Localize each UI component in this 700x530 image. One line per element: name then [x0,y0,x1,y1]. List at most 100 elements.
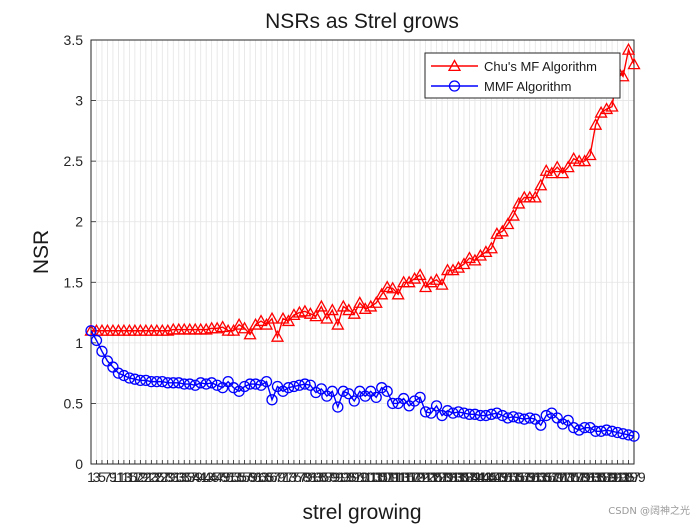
x-tick-label: 125 [419,469,443,485]
x-tick-label: 121 [408,469,432,485]
plot-frame [90,39,635,465]
data-point [578,422,591,434]
data-point [495,224,509,237]
data-point [232,317,246,330]
data-point [524,412,536,424]
data-point [628,430,640,442]
data-point [573,424,585,436]
data-point [381,385,393,397]
data-point [123,372,136,384]
data-point [408,271,422,284]
data-point [429,273,444,285]
x-tick-label: 173 [551,469,575,485]
legend-marker [448,80,461,92]
x-axis-label: strel growing [302,501,421,524]
x-tick-label: 175 [557,469,581,485]
data-point [309,309,323,322]
data-point [540,409,552,422]
x-tick-label: 27 [155,469,171,485]
series-1 [84,42,641,342]
data-point [96,345,108,357]
x-tick-label: 13 [116,469,132,485]
data-point [347,306,361,319]
watermark: CSDN @阔神之光 [608,506,690,517]
data-point [145,375,157,388]
data-point [425,407,437,419]
x-tick-label: 141 [463,469,487,485]
x-tick-label: 127 [425,469,449,485]
data-point [473,248,488,261]
data-point [419,406,432,418]
y-axis-label: NSR [30,230,53,274]
data-point [277,385,289,397]
data-point [462,251,477,264]
x-tick-label: 149 [485,469,509,485]
data-point [568,422,580,434]
data-point [594,105,608,118]
data-point [458,407,470,419]
data-point [287,308,301,321]
data-point [282,382,295,394]
data-point [184,378,196,390]
x-tick-label: 135 [447,469,471,485]
data-point [561,160,575,173]
data-point [216,320,230,333]
y-tick-label: 1.5 [64,274,84,290]
legend-entry: Chu's MF Algorithm [431,59,597,74]
data-point [85,325,97,337]
x-tick-label: 93 [336,469,352,485]
x-tick-label: 21 [138,469,154,485]
legend-entry: MMF Algorithm [431,79,571,94]
legend-entries: Chu's MF Algorithm MMF Algorithm [431,59,597,94]
x-tick-label: 147 [480,469,504,485]
x-tick-label: 81 [303,469,319,485]
data-point [375,287,389,300]
x-tick-label: 5 [98,469,106,485]
data-point [589,117,603,130]
data-point [562,414,574,427]
x-tick-label: 1 [87,469,95,485]
x-tick-label: 71 [275,469,291,485]
data-point [606,425,618,437]
x-tick-label: 41 [193,469,209,485]
data-point [545,166,559,179]
x-tick-label: 99 [352,469,368,485]
x-tick-label: 89 [325,469,341,485]
data-point [259,317,274,330]
x-tick-label: 133 [441,469,465,485]
x-tick-label: 57 [237,469,253,485]
x-tick-label: 187 [589,469,613,485]
data-point [237,321,252,334]
data-point [200,378,212,390]
data-point [589,425,602,437]
x-tick-label: 123 [414,469,438,485]
x-tick-label: 171 [546,469,570,485]
data-point [343,388,355,400]
y-tick-label: 3 [75,93,83,109]
x-tick-label: 11 [111,469,126,485]
data-point [605,99,619,112]
data-point [402,275,416,288]
data-point [369,296,383,308]
data-point [281,314,296,327]
data-point [90,334,103,347]
data-point [337,385,349,397]
x-tick-label: 37 [182,469,198,485]
x-tick-label: 51 [220,469,236,485]
x-tick-label: 87 [319,469,335,485]
x-tick-label: 79 [297,469,313,485]
x-tick-label: 105 [365,469,389,485]
x-tick-label: 111 [382,469,403,485]
x-tick-label: 145 [474,469,498,485]
data-point [189,379,201,391]
data-point [617,428,629,440]
data-point [491,407,503,419]
x-tick-label: 53 [226,469,242,485]
x-tick-label: 101 [354,469,378,485]
data-point [304,379,317,391]
data-point [206,377,218,389]
data-point [599,102,614,115]
data-point [178,378,190,390]
y-tick-label: 3.5 [64,32,84,48]
data-point [254,314,268,327]
